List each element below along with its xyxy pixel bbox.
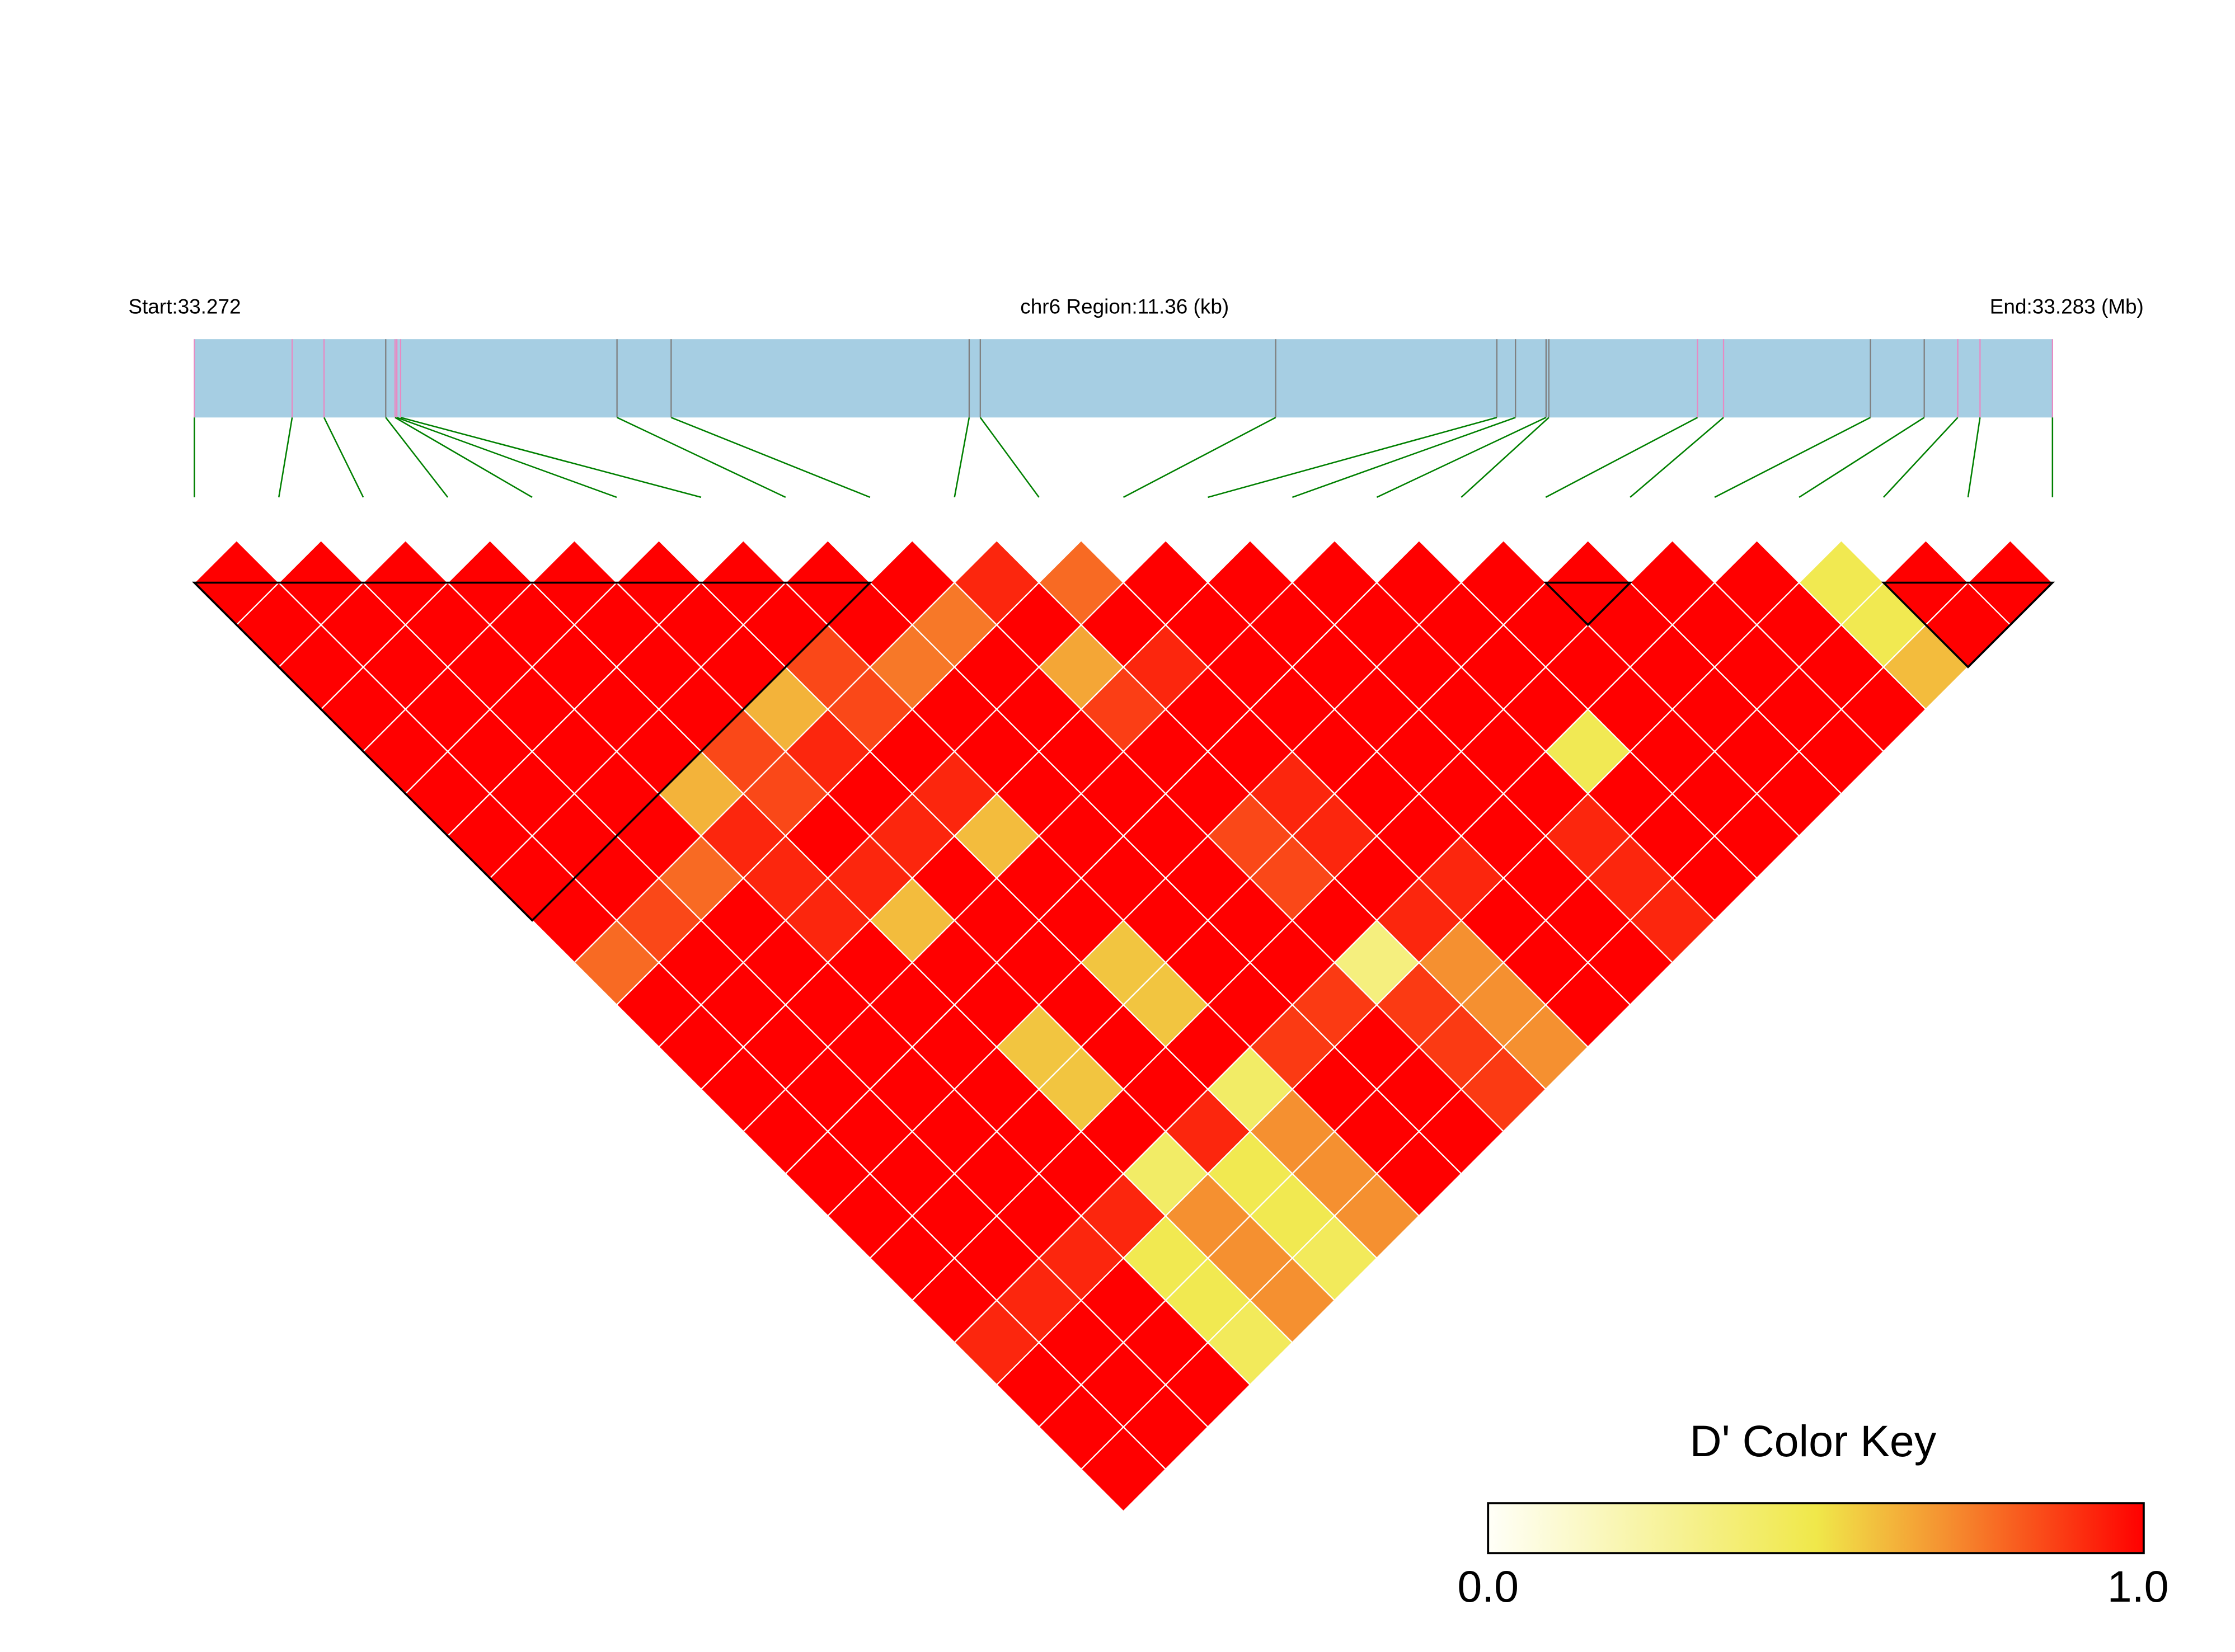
- snp-connector-line: [954, 417, 970, 498]
- snp-connector-line: [396, 417, 617, 498]
- region-start-label: Start:33.272: [128, 295, 241, 318]
- color-key-min-label: 0.0: [1457, 1562, 1519, 1611]
- snp-connector-line: [1292, 417, 1516, 498]
- snp-connector-line: [1461, 417, 1550, 498]
- color-key-max-label: 1.0: [2107, 1562, 2169, 1611]
- haplotype-block-outline: [191, 581, 873, 922]
- snp-connector-line: [1123, 417, 1276, 498]
- ld-cells: SNP1-SNP2: 1SNP1-SNP3: 1SNP1-SNP4: 1SNP1…: [193, 539, 2054, 1513]
- snp-connector-line: [385, 417, 449, 498]
- snp-connector-line: [323, 417, 364, 498]
- snp-connector-line: [400, 417, 702, 498]
- region-end-label: End:33.283 (Mb): [1990, 295, 2144, 318]
- region-title: chr6 Region:11.36 (kb): [1020, 295, 1229, 318]
- haplotype-block-outline: [1543, 581, 1633, 627]
- snp-connector-line: [278, 417, 293, 498]
- snp-connector-line: [617, 417, 786, 498]
- snp-connectors: [194, 417, 2054, 498]
- snp-connector-line: [1208, 417, 1497, 498]
- snp-markers: [194, 339, 2053, 418]
- haplotype-blocks: [191, 581, 2055, 922]
- color-key-title: D' Color Key: [1690, 1416, 1937, 1466]
- snp-connector-line: [1545, 417, 1698, 498]
- snp-connector-line: [1883, 417, 1959, 498]
- snp-connector-line: [1799, 417, 1925, 498]
- haplotype-block-outline: [1881, 581, 2055, 669]
- snp-connector-line: [1967, 417, 1981, 498]
- region-bar: [194, 339, 2053, 418]
- snp-connector-line: [670, 417, 871, 498]
- color-key-bar: [1487, 1502, 2145, 1555]
- snp-connector-line: [1376, 417, 1547, 498]
- snp-connector-line: [395, 417, 533, 498]
- snp-connector-line: [1630, 417, 1724, 498]
- snp-connector-line: [979, 417, 1040, 498]
- snp-connector-line: [1714, 417, 1871, 498]
